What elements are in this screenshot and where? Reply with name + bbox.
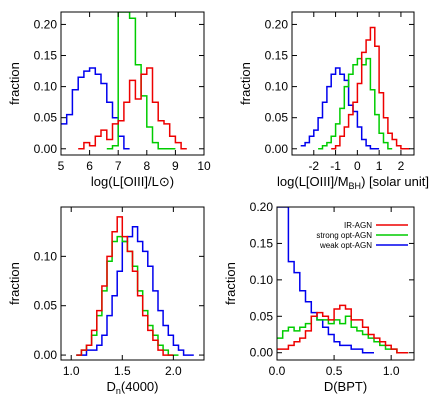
x-tick-label: 5 — [58, 159, 65, 173]
legend-label: strong opt-AGN — [316, 231, 372, 240]
x-tick-label: 1.5 — [114, 364, 131, 378]
chart-panel-4: 0.0 0.5 1.0 0.00 0.05 0.10 0.15 0.20 fraction D(B… — [223, 200, 415, 394]
y-tick-label: 0.15 — [265, 49, 289, 63]
x-axis-label: log(L[OIII]/MBH) [solar unit] — [277, 174, 429, 191]
x-tick-label: 6 — [86, 159, 93, 173]
series-group — [61, 12, 187, 150]
y-tick-label: 0.20 — [34, 17, 58, 31]
x-tick-label: 0.0 — [269, 364, 286, 378]
x-tick-label: 8 — [143, 159, 150, 173]
chart-panel-2: -2 -1 0 1 2 0.00 0.05 0.10 0.15 0.20 fraction log(L… — [238, 11, 429, 191]
x-tick-label: 2.0 — [165, 364, 182, 378]
y-tick-label: 0.05 — [250, 309, 274, 323]
y-tick-label: 0.10 — [250, 273, 274, 287]
y-axis-label: fraction — [7, 62, 22, 105]
series-blue-line — [300, 67, 380, 150]
y-tick-label: 0.15 — [250, 236, 274, 250]
series-green-line — [106, 12, 176, 150]
y-tick-label: 0.05 — [34, 111, 58, 125]
y-axis-label: fraction — [223, 262, 238, 305]
series-group — [300, 26, 410, 150]
plot-frame — [60, 206, 205, 361]
y-tick-label: 0.20 — [250, 200, 274, 214]
series-group — [277, 207, 409, 354]
y-tick-label: 0.05 — [34, 299, 58, 313]
x-tick-label: 2 — [398, 159, 405, 173]
y-tick-label: 0.05 — [265, 111, 289, 125]
y-axis-label: fraction — [7, 262, 22, 305]
legend-label: IR-AGN — [344, 221, 372, 230]
plot-frame — [60, 11, 205, 156]
series-blue-line — [277, 207, 374, 354]
y-tick-label: 0.10 — [34, 249, 58, 263]
x-axis-label-tail: ) [solar unit] — [361, 174, 429, 189]
x-tick-label: 0.5 — [326, 364, 343, 378]
series-green-line — [318, 57, 393, 150]
x-axis-label-subscript: n — [116, 386, 121, 396]
x-tick-label: 1 — [376, 159, 383, 173]
series-blue-line — [76, 225, 194, 356]
y-tick-label: 0.00 — [250, 346, 274, 360]
x-axis-label: Dn(4000) — [107, 379, 159, 396]
x-tick-label: 10 — [197, 159, 211, 173]
x-axis-label-main: D(BPT) — [324, 379, 367, 394]
y-tick-label: 0.10 — [265, 80, 289, 94]
x-tick-label: 1.0 — [63, 364, 80, 378]
x-axis-label-main: log(L[OIII]/M — [277, 174, 349, 189]
y-tick-label: 0.00 — [34, 348, 58, 362]
x-tick-label: -2 — [308, 159, 319, 173]
chart-panel-1: 5 6 7 8 9 10 0.00 0.05 0.10 0.15 0.20 fraction log(L… — [7, 11, 211, 189]
x-axis-label-subscript: BH — [349, 181, 362, 191]
chart-panel-3: 1.0 1.5 2.0 0.00 0.05 0.10 fraction Dn(4000) — [7, 206, 205, 396]
x-axis-label: log(L[OIII]/L⊙) — [91, 174, 174, 189]
x-axis-label: D(BPT) — [324, 379, 367, 394]
x-axis-label-main: D — [107, 379, 116, 394]
x-axis-label-main: log(L[OIII]/L⊙) — [91, 174, 174, 189]
series-red-line — [331, 26, 410, 150]
x-tick-label: -1 — [330, 159, 341, 173]
y-tick-label: 0.00 — [34, 142, 58, 156]
legend-label: weak opt-AGN — [319, 241, 372, 250]
series-red-line — [277, 304, 409, 354]
x-tick-label: 9 — [172, 159, 179, 173]
y-axis-label: fraction — [238, 62, 253, 105]
y-tick-label: 0.00 — [265, 142, 289, 156]
plot-frame — [291, 11, 415, 156]
x-axis-label-tail: (4000) — [121, 379, 159, 394]
y-tick-label: 0.20 — [265, 17, 289, 31]
x-tick-label: 0 — [354, 159, 361, 173]
series-red-line — [78, 67, 187, 150]
series-group — [76, 216, 194, 356]
y-tick-label: 0.15 — [34, 49, 58, 63]
x-tick-label: 7 — [115, 159, 122, 173]
y-tick-label: 0.10 — [34, 80, 58, 94]
series-green-line — [277, 315, 409, 354]
x-tick-label: 1.0 — [383, 364, 400, 378]
plot-frame — [276, 206, 415, 361]
series-red-line — [76, 216, 174, 356]
